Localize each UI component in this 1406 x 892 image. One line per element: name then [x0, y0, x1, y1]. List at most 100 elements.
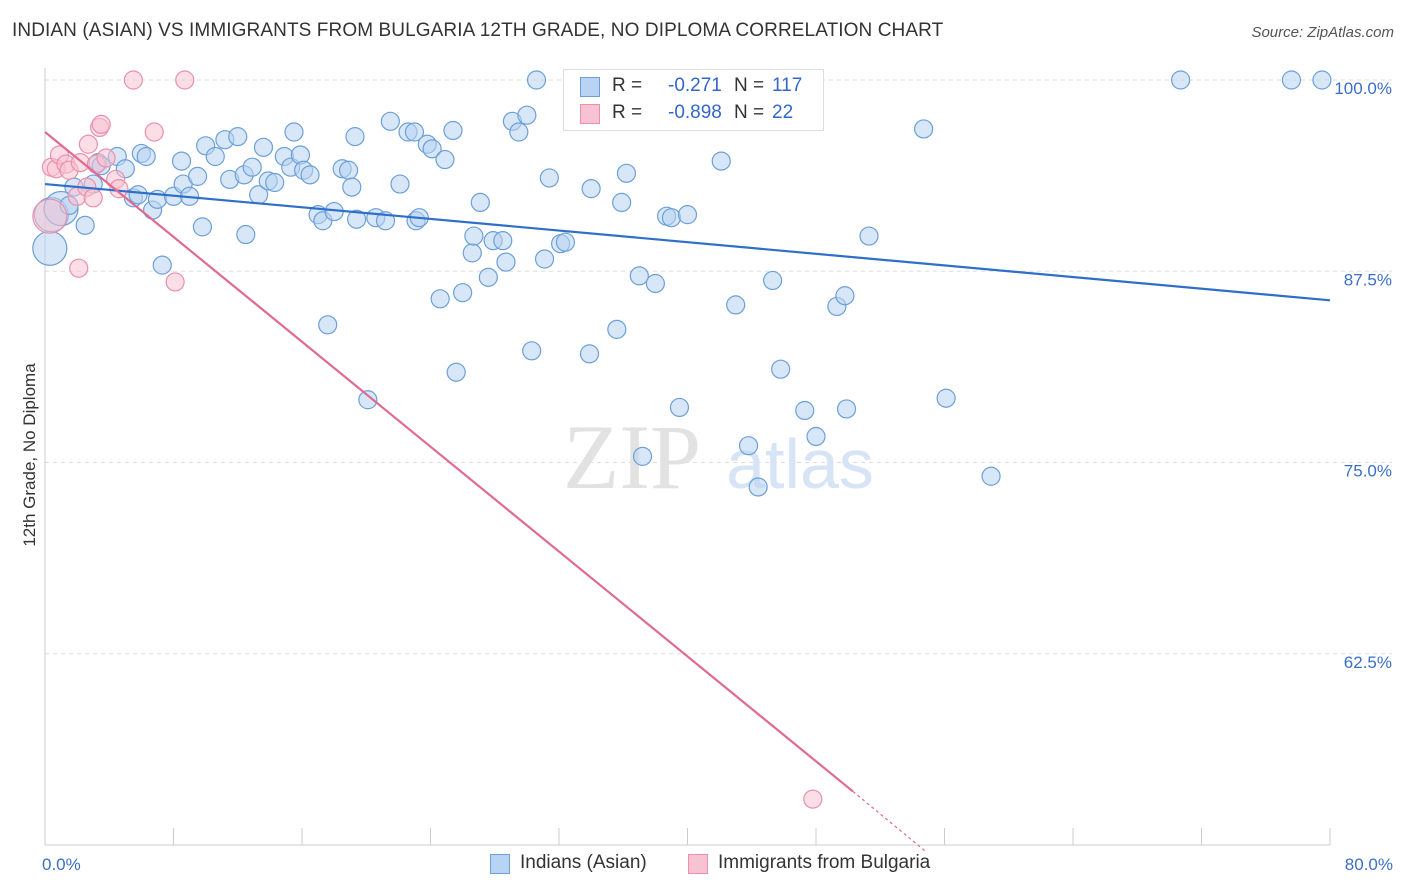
n-value: 22 — [772, 102, 794, 123]
indians-swatch — [580, 77, 600, 97]
indians-point — [478, 267, 498, 287]
indians-point — [422, 139, 442, 159]
indians-point — [358, 390, 378, 410]
indians-point — [738, 436, 759, 456]
indians-point — [1312, 70, 1332, 90]
indians-point — [345, 127, 365, 147]
indians-point — [1281, 70, 1302, 90]
indians-point — [470, 192, 490, 212]
indians-point — [171, 151, 192, 171]
indians-point — [677, 205, 698, 225]
watermark: ZIP atlas — [563, 406, 874, 508]
bulgaria-point — [144, 122, 164, 142]
indians-point — [669, 397, 690, 418]
indians-point — [430, 289, 450, 309]
bulgaria-point — [32, 198, 68, 234]
indians-point — [192, 217, 213, 237]
y-tick-label: 100.0% — [1334, 79, 1392, 98]
bulgaria-point — [165, 272, 185, 292]
indians-point — [607, 319, 627, 339]
indians-point — [835, 286, 855, 306]
indians-point — [581, 179, 601, 199]
indians-point — [300, 165, 320, 185]
bulgaria-legend-swatch — [688, 854, 708, 874]
bulgaria-point — [123, 70, 143, 90]
n-label: N = — [734, 102, 765, 123]
indians-point — [265, 172, 285, 193]
data-points — [32, 70, 1332, 809]
bulgaria-trend-line — [44, 131, 854, 793]
indians-point — [629, 266, 649, 286]
indians-point — [205, 146, 225, 167]
indians-point — [242, 157, 262, 177]
indians-point — [152, 255, 172, 275]
indians-point — [443, 120, 463, 141]
x-tick-label: 0.0% — [42, 855, 81, 874]
bulgaria-swatch — [580, 104, 600, 124]
watermark-zip: ZIP — [563, 406, 701, 508]
indians-point — [771, 359, 791, 379]
indians-point — [526, 70, 547, 90]
indians-point — [522, 341, 542, 361]
indians-point — [236, 224, 256, 245]
indians-point — [661, 208, 682, 228]
r-label: R = — [612, 102, 643, 123]
indians-point — [914, 119, 934, 139]
trend-lines — [44, 131, 1331, 852]
tick-labels: 100.0% 87.5% 75.0% 62.5% 0.0% 80.0% — [42, 79, 1393, 874]
indians-point — [253, 137, 274, 157]
indians-point — [464, 226, 484, 246]
indians-point — [493, 231, 513, 251]
indians-point — [390, 174, 410, 194]
n-value: 117 — [772, 75, 803, 96]
indians-point — [75, 215, 95, 235]
stats-legend: R = -0.271 N = 117 R = -0.898 N = 22 — [563, 69, 824, 131]
y-tick-label: 75.0% — [1344, 462, 1392, 481]
indians-point — [342, 177, 362, 197]
indians-point — [404, 122, 425, 142]
indians-point — [1171, 70, 1191, 90]
bulgaria-point — [78, 134, 98, 154]
indians-point — [496, 252, 516, 272]
indians-point — [136, 146, 156, 167]
indians-point — [446, 362, 466, 382]
indians-point — [579, 344, 600, 364]
indians-point — [936, 388, 956, 408]
bulgaria-point — [91, 114, 111, 134]
indians-point — [806, 426, 826, 447]
bulgaria-point — [69, 258, 89, 278]
indians-point — [763, 270, 783, 291]
x-tick-label: 80.0% — [1345, 855, 1393, 874]
bulgaria-point — [83, 188, 103, 208]
indians-point — [347, 209, 367, 229]
indians-point — [462, 243, 482, 263]
source-credit: Source: ZipAtlas.com — [1251, 24, 1394, 41]
indians-point — [555, 232, 576, 252]
indians-point — [380, 111, 400, 131]
r-value: -0.898 — [668, 102, 722, 123]
indians-point — [338, 160, 359, 180]
indians-trend-line — [44, 182, 1331, 302]
indians-point — [509, 122, 529, 142]
legend-label: Indians (Asian) — [520, 852, 647, 873]
bulgaria-point — [96, 148, 116, 168]
r-value: -0.271 — [668, 75, 722, 96]
bulgaria-trend-extension — [852, 790, 926, 852]
axes — [44, 68, 1331, 846]
legend-label: Immigrants from Bulgaria — [718, 852, 931, 873]
indians-point — [435, 149, 455, 170]
indians-point — [612, 192, 632, 212]
bulgaria-point — [109, 179, 129, 199]
indians-point — [32, 230, 68, 266]
indians-point — [128, 185, 148, 205]
r-label: R = — [612, 75, 643, 96]
indians-point — [726, 295, 746, 315]
y-tick-label: 87.5% — [1344, 270, 1392, 289]
indians-point — [616, 163, 637, 183]
indians-point — [534, 249, 555, 269]
indians-point — [539, 168, 559, 188]
indians-point — [632, 446, 653, 466]
indians-point — [748, 477, 768, 497]
indians-point — [836, 399, 857, 419]
